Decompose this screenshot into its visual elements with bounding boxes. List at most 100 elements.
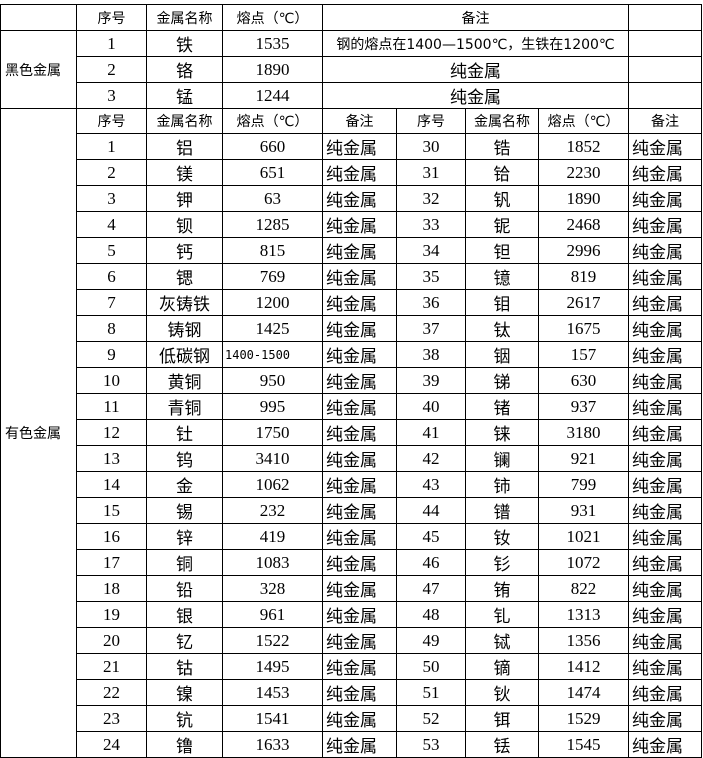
remark-cell[interactable]: 纯金属 [628,315,702,342]
remark-cell[interactable]: 纯金属 [322,653,397,680]
melting-point-cell[interactable]: 961 [222,601,323,628]
index-cell[interactable]: 43 [396,471,466,498]
header-index[interactable]: 序号 [396,108,466,134]
metal-name-cell[interactable]: 铪 [465,159,539,186]
metal-name-cell[interactable]: 钛 [465,315,539,342]
index-cell[interactable]: 10 [76,367,147,394]
index-cell[interactable]: 50 [396,653,466,680]
index-cell[interactable]: 11 [76,393,147,420]
index-cell[interactable]: 2 [76,159,147,186]
remark-cell[interactable]: 纯金属 [628,653,702,680]
melting-point-cell[interactable]: 1083 [222,549,323,576]
melting-point-cell[interactable]: 3410 [222,445,323,472]
remark-cell[interactable]: 纯金属 [322,575,397,602]
remark-cell[interactable]: 纯金属 [322,705,397,732]
metal-name-cell[interactable]: 镨 [465,497,539,524]
metal-name-cell[interactable]: 铝 [146,133,223,160]
remark-cell[interactable]: 纯金属 [322,445,397,472]
metal-name-cell[interactable]: 铥 [465,731,539,758]
remark-cell[interactable]: 纯金属 [322,419,397,446]
metal-name-cell[interactable]: 钙 [146,237,223,264]
melting-point-cell[interactable]: 1474 [538,679,629,706]
remark-cell[interactable]: 纯金属 [322,159,397,186]
metal-name-cell[interactable]: 锆 [465,133,539,160]
index-cell[interactable]: 19 [76,601,147,628]
index-cell[interactable]: 3 [76,82,147,109]
melting-point-cell[interactable]: 1313 [538,601,629,628]
header-remark[interactable]: 备注 [322,4,629,31]
metal-name-cell[interactable]: 铜 [146,549,223,576]
melting-point-cell[interactable]: 2230 [538,159,629,186]
metal-name-cell[interactable]: 铬 [146,56,223,83]
metal-name-cell[interactable]: 锡 [146,497,223,524]
metal-name-cell[interactable]: 青铜 [146,393,223,420]
index-cell[interactable]: 20 [76,627,147,654]
melting-point-cell[interactable]: 1200 [222,289,323,316]
metal-name-cell[interactable]: 铈 [465,471,539,498]
index-cell[interactable]: 41 [396,419,466,446]
melting-point-cell[interactable]: 950 [222,367,323,394]
remark-cell[interactable]: 纯金属 [628,133,702,160]
index-cell[interactable]: 46 [396,549,466,576]
index-cell[interactable]: 37 [396,315,466,342]
melting-point-cell[interactable]: 1244 [222,82,323,109]
metal-name-cell[interactable]: 钇 [146,627,223,654]
index-cell[interactable]: 36 [396,289,466,316]
remark-cell[interactable]: 纯金属 [322,367,397,394]
melting-point-cell[interactable]: 419 [222,523,323,550]
melting-point-cell[interactable]: 1412 [538,653,629,680]
metal-name-cell[interactable]: 锶 [146,263,223,290]
metal-name-cell[interactable]: 铒 [465,705,539,732]
index-cell[interactable]: 3 [76,185,147,212]
remark-cell[interactable]: 纯金属 [628,575,702,602]
melting-point-cell[interactable]: 1890 [538,185,629,212]
melting-point-cell[interactable]: 651 [222,159,323,186]
melting-point-cell[interactable]: 1400-1500 [222,341,323,368]
remark-cell[interactable]: 纯金属 [322,56,629,83]
melting-point-cell[interactable]: 1356 [538,627,629,654]
melting-point-cell[interactable]: 1750 [222,419,323,446]
remark-cell[interactable]: 纯金属 [628,393,702,420]
remark-cell[interactable]: 纯金属 [628,289,702,316]
remark-cell[interactable]: 纯金属 [628,263,702,290]
index-cell[interactable]: 30 [396,133,466,160]
remark-cell[interactable]: 纯金属 [322,679,397,706]
header-remark[interactable]: 备注 [322,108,397,134]
melting-point-cell[interactable]: 2996 [538,237,629,264]
header-name[interactable]: 金属名称 [465,108,539,134]
melting-point-cell[interactable]: 1285 [222,211,323,238]
melting-point-cell[interactable]: 1675 [538,315,629,342]
index-cell[interactable]: 24 [76,731,147,758]
metal-name-cell[interactable]: 钴 [146,653,223,680]
melting-point-cell[interactable]: 937 [538,393,629,420]
index-cell[interactable]: 4 [76,211,147,238]
metal-name-cell[interactable]: 钆 [465,601,539,628]
index-cell[interactable]: 38 [396,341,466,368]
remark-cell[interactable]: 纯金属 [628,705,702,732]
header-index[interactable]: 序号 [76,4,147,31]
index-cell[interactable]: 40 [396,393,466,420]
index-cell[interactable]: 8 [76,315,147,342]
index-cell[interactable]: 32 [396,185,466,212]
melting-point-cell[interactable]: 1425 [222,315,323,342]
category-nonferrous[interactable]: 有色金属 [0,108,77,758]
index-cell[interactable]: 13 [76,445,147,472]
metal-name-cell[interactable]: 钽 [465,237,539,264]
empty-cell[interactable] [628,4,702,31]
melting-point-cell[interactable]: 995 [222,393,323,420]
remark-cell[interactable]: 纯金属 [628,497,702,524]
melting-point-cell[interactable]: 328 [222,575,323,602]
melting-point-cell[interactable]: 815 [222,237,323,264]
metal-name-cell[interactable]: 铟 [465,341,539,368]
index-cell[interactable]: 34 [396,237,466,264]
melting-point-cell[interactable]: 1852 [538,133,629,160]
empty-cell[interactable] [628,30,702,57]
remark-cell[interactable]: 纯金属 [628,185,702,212]
metal-name-cell[interactable]: 钒 [465,185,539,212]
melting-point-cell[interactable]: 1529 [538,705,629,732]
empty-cell[interactable] [0,4,77,31]
index-cell[interactable]: 17 [76,549,147,576]
metal-name-cell[interactable]: 金 [146,471,223,498]
index-cell[interactable]: 16 [76,523,147,550]
remark-cell[interactable]: 纯金属 [322,393,397,420]
